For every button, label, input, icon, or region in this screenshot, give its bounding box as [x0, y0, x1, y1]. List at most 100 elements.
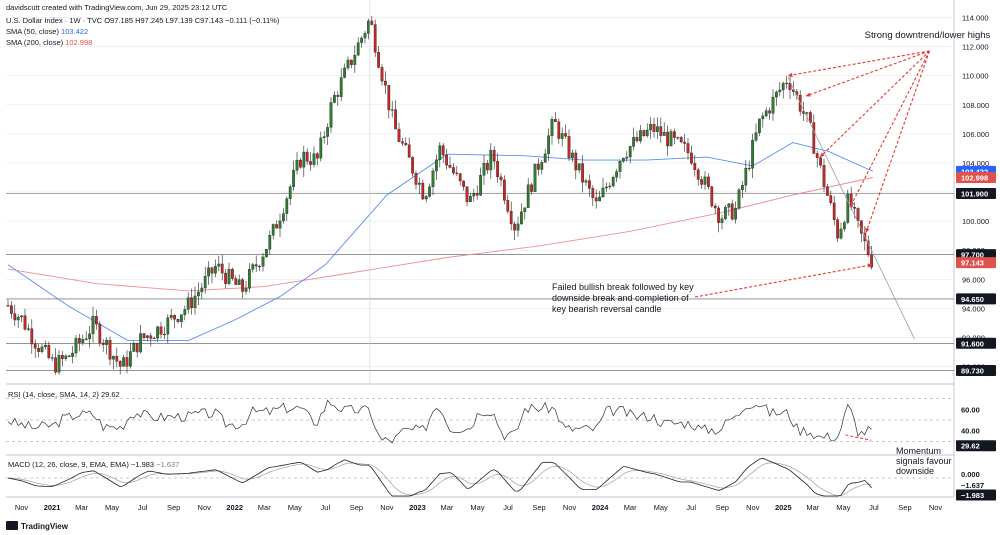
- rsi-line: [7, 399, 872, 444]
- candle-up: [489, 149, 493, 171]
- time-tick: Mar: [75, 503, 88, 512]
- candle-up: [71, 352, 74, 357]
- candle-down: [853, 207, 856, 209]
- rsi-tick-bg: [956, 403, 996, 415]
- rsi-annotation-line: Momentum: [896, 446, 941, 456]
- candle-up: [251, 264, 255, 270]
- sma50-path: [7, 142, 874, 341]
- candle-down: [591, 188, 595, 199]
- candle-up: [244, 288, 248, 292]
- candle-down: [377, 52, 380, 68]
- candle-down: [231, 269, 234, 279]
- rsi-annotation-line: downside: [896, 466, 934, 476]
- candle-down: [118, 361, 122, 367]
- candle-down: [370, 20, 374, 25]
- candle-down: [499, 176, 503, 181]
- time-tick: Nov: [380, 503, 394, 512]
- candle-down: [829, 195, 833, 204]
- time-tick: May: [105, 503, 119, 512]
- candle-up: [265, 249, 268, 258]
- candle-up: [91, 316, 95, 335]
- candle-up: [846, 193, 850, 223]
- candle-down: [707, 176, 710, 187]
- candle-up: [214, 266, 217, 274]
- candle-down: [411, 157, 414, 174]
- time-tick: Sep: [532, 503, 545, 512]
- time-tick: Nov: [563, 503, 577, 512]
- macd-label: MACD (12, 26, close, 9, EMA, EMA) −1.983…: [8, 460, 179, 469]
- candle-down: [815, 153, 819, 158]
- rsi-tick: 60.00: [961, 405, 980, 414]
- candle-down: [23, 315, 27, 330]
- candle-down: [224, 272, 227, 284]
- candle-up: [540, 162, 544, 170]
- candle-up: [649, 124, 652, 131]
- candle-up: [771, 96, 775, 114]
- candle-up: [64, 355, 68, 359]
- candle-up: [169, 315, 173, 318]
- candle-up: [207, 267, 210, 277]
- time-tick: Sep: [350, 503, 363, 512]
- candle-up: [217, 263, 221, 267]
- candle-down: [384, 80, 387, 86]
- time-tick: Nov: [746, 503, 760, 512]
- time-tick: Mar: [258, 503, 271, 512]
- candle-up: [839, 228, 843, 239]
- candle-up: [292, 170, 295, 187]
- rsi-divergence: [845, 434, 872, 441]
- candle-down: [441, 145, 445, 156]
- time-tick: Sep: [898, 503, 911, 512]
- candle-up: [754, 132, 758, 141]
- candle-down: [33, 343, 37, 349]
- candle-up: [435, 159, 438, 172]
- price-badge: 102.998: [961, 174, 988, 183]
- price-badge: 103.422: [961, 167, 988, 176]
- candle-up: [727, 203, 731, 208]
- macd-signal-line: [7, 462, 872, 497]
- candle-down: [506, 200, 510, 212]
- level-badge: 101.900: [961, 190, 988, 199]
- candle-down: [78, 338, 81, 343]
- level-badge: 91.600: [961, 339, 984, 348]
- candle-up: [843, 222, 846, 230]
- candle-down: [856, 208, 860, 221]
- time-tick: Jul: [869, 503, 879, 512]
- candle-down: [305, 151, 309, 162]
- arrow-head: [867, 263, 873, 268]
- annotation-downtrend: Strong downtrend/lower highs: [865, 30, 991, 41]
- candle-down: [404, 142, 408, 145]
- candle-up: [302, 151, 306, 168]
- candle-down: [135, 342, 139, 353]
- arrow-head: [865, 227, 870, 233]
- time-tick: Jul: [138, 503, 148, 512]
- macd-line: [7, 457, 872, 497]
- candle-down: [30, 328, 34, 345]
- candle-down: [819, 157, 822, 166]
- candle-down: [581, 163, 584, 183]
- candle-down: [465, 186, 469, 202]
- candle-up: [163, 333, 166, 336]
- candle-up: [193, 295, 197, 309]
- time-tick: 2024: [592, 503, 610, 512]
- level-badge: 97.700: [961, 251, 984, 260]
- candle-up: [339, 77, 343, 97]
- time-tick: Sep: [716, 503, 729, 512]
- candle-down: [679, 137, 683, 143]
- candle-down: [822, 165, 826, 187]
- candle-down: [652, 124, 656, 132]
- candle-up: [203, 276, 207, 289]
- candle-down: [574, 152, 578, 171]
- candle-down: [299, 159, 302, 168]
- candle-up: [183, 309, 187, 315]
- price-tick: 106.000: [962, 130, 989, 139]
- sma200-legend: SMA (200, close) 102.998: [6, 38, 92, 48]
- candle-up: [81, 339, 85, 343]
- candle-up: [431, 170, 435, 187]
- sma200-path: [7, 177, 873, 292]
- level-badge: 89.730: [961, 366, 984, 375]
- time-tick: Mar: [624, 503, 637, 512]
- candle-down: [693, 163, 697, 170]
- candle-down: [394, 109, 397, 130]
- candle-down: [407, 144, 411, 158]
- rsi-annotation: Momentum signals favour downside: [896, 446, 952, 476]
